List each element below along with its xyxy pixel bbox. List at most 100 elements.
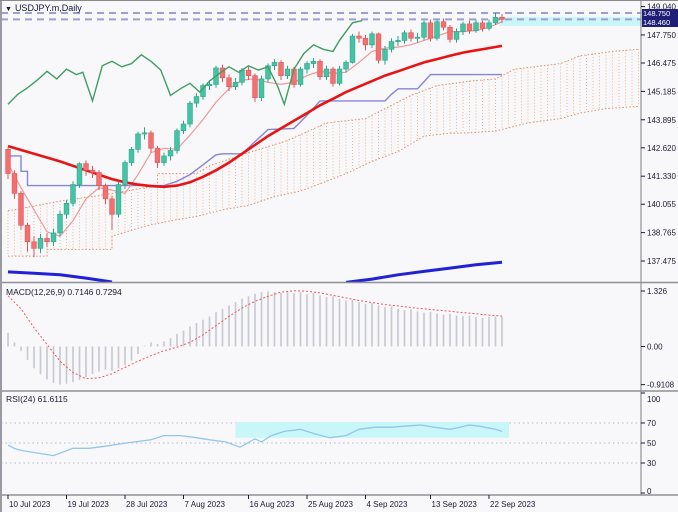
price-axis-label: 138.765: [647, 229, 676, 238]
candle: [304, 61, 310, 74]
candle-body: [499, 17, 505, 20]
candle-body: [440, 21, 447, 28]
candle-body: [193, 96, 200, 104]
candle: [349, 33, 356, 64]
price-axis-label: 140.055: [647, 200, 676, 209]
candle: [258, 75, 265, 101]
price-highlight-band: [499, 16, 641, 26]
candle: [11, 170, 18, 199]
candle: [174, 128, 180, 154]
candle-body: [447, 26, 453, 40]
candle: [310, 58, 317, 68]
candle: [466, 20, 473, 34]
candle-body: [427, 22, 434, 39]
candle: [96, 170, 102, 191]
candle-body: [343, 62, 349, 70]
macd-axis-label: 0.00: [647, 343, 663, 352]
candle-body: [349, 35, 356, 63]
candle: [336, 65, 343, 86]
date-axis-label: 13 Sep 2023: [432, 500, 478, 509]
date-axis-label: 10 Jul 2023: [9, 500, 51, 509]
candle-body: [473, 22, 479, 31]
candle: [362, 34, 369, 51]
candle-body: [31, 241, 37, 249]
candle-body: [206, 84, 213, 86]
candle: [473, 19, 479, 33]
candle-body: [304, 63, 310, 70]
candle: [297, 66, 304, 87]
price-axis-label: 137.475: [647, 257, 676, 266]
candle: [434, 19, 440, 41]
candle-body: [109, 198, 115, 215]
date-axis-label: 28 Jul 2023: [126, 500, 168, 509]
candle: [232, 77, 239, 90]
candle: [499, 14, 505, 23]
main-panel[interactable]: [1, 11, 641, 283]
candle-body: [135, 133, 141, 150]
candle: [369, 31, 375, 49]
candle-body: [161, 155, 167, 163]
candle-body: [63, 202, 70, 215]
slow-ma-line: [7, 44, 503, 189]
symbol-title-label: USDJPY.m,Daily: [14, 3, 82, 13]
candle-body: [252, 75, 258, 98]
candle-body: [434, 21, 440, 39]
candle: [356, 31, 362, 43]
candle-body: [76, 163, 83, 185]
rsi-axis-label: 50: [647, 439, 656, 448]
candle: [330, 66, 336, 87]
candle-body: [278, 62, 284, 76]
candle: [447, 25, 453, 43]
candle: [44, 232, 50, 248]
candle: [141, 127, 148, 140]
candle: [50, 228, 57, 247]
macd-panel[interactable]: [7, 290, 503, 385]
candle-body: [258, 78, 265, 98]
senkou-span-b-line: [8, 105, 639, 257]
rsi-axis-label: 70: [647, 419, 656, 428]
candle-body: [83, 163, 89, 171]
date-axis-label: 19 Jul 2023: [68, 500, 110, 509]
candle: [128, 147, 135, 166]
candle: [252, 73, 258, 103]
candle-body: [37, 238, 44, 249]
date-axis-label: 7 Aug 2023: [185, 500, 226, 509]
candle: [109, 195, 115, 230]
candle-body: [375, 33, 382, 61]
candle-body: [70, 184, 76, 204]
symbol-title: ▼ USDJPY.m,Daily: [5, 3, 82, 13]
candle-body: [89, 169, 96, 173]
candle: [37, 234, 44, 253]
candle: [102, 183, 109, 205]
candle-body: [18, 193, 24, 226]
candle: [245, 66, 252, 81]
rsi-panel[interactable]: [1, 422, 641, 464]
candle: [89, 165, 96, 178]
candle-body: [128, 149, 135, 163]
price-axis-label: 145.185: [647, 87, 676, 96]
rsi-axis-label: 0: [647, 487, 652, 496]
price-level-badge-current: 148.460: [642, 17, 678, 27]
candle: [408, 29, 414, 42]
candle-body: [317, 61, 323, 78]
candle-body: [50, 232, 57, 243]
price-axis-label: 149.040: [647, 3, 676, 12]
price-axis-label: 142.620: [647, 144, 676, 153]
candle-body: [167, 150, 174, 157]
candle: [83, 160, 89, 176]
candle: [284, 65, 291, 79]
candle: [317, 59, 323, 81]
candle-body: [453, 31, 460, 40]
candle-body: [460, 23, 466, 32]
candle-body: [226, 77, 232, 87]
candle-body: [362, 37, 369, 46]
candle: [70, 181, 76, 207]
date-axis-label: 4 Sep 2023: [367, 500, 408, 509]
rsi-highlight-band: [235, 422, 509, 438]
macd-axis-label: -0.9108: [647, 381, 675, 390]
rsi-axis-label: 100: [647, 395, 661, 404]
candle: [401, 30, 408, 44]
symbol-dropdown-icon[interactable]: ▼: [5, 6, 12, 13]
candle-body: [154, 147, 161, 163]
